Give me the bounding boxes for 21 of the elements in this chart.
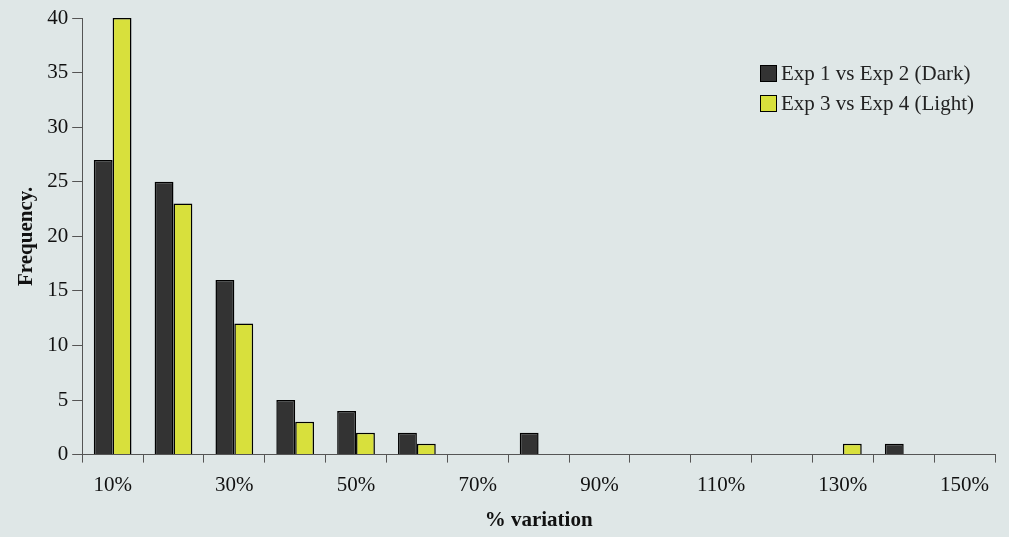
x-tick-label: 10%	[93, 471, 132, 496]
x-tick-label: 70%	[458, 471, 497, 496]
y-tick-label: 0	[57, 441, 69, 466]
y-axis-title: Frequency.	[13, 186, 38, 286]
x-tick-label: 30%	[215, 471, 254, 496]
y-tick-label: 5	[57, 386, 69, 411]
y-tick-label: 35	[47, 59, 69, 84]
y-tick-label: 10	[47, 331, 69, 356]
y-tick-label: 30	[47, 113, 69, 138]
y-tick-label: 25	[47, 168, 69, 193]
y-tick-label: 20	[47, 222, 69, 247]
legend-label: Exp 3 vs Exp 4 (Light)	[780, 90, 974, 117]
x-tick-label: 90%	[580, 471, 619, 496]
legend-label: Exp 1 vs Exp 2 (Dark)	[780, 60, 971, 87]
y-tick-label: 15	[47, 277, 69, 302]
x-tick-label: 130%	[818, 471, 868, 496]
y-tick-label: 40	[47, 4, 69, 29]
x-tick-label: 150%	[940, 471, 990, 496]
x-tick-label: 50%	[336, 471, 376, 496]
x-axis-title: % variation	[484, 506, 593, 531]
x-tick-label: 110%	[697, 471, 746, 496]
